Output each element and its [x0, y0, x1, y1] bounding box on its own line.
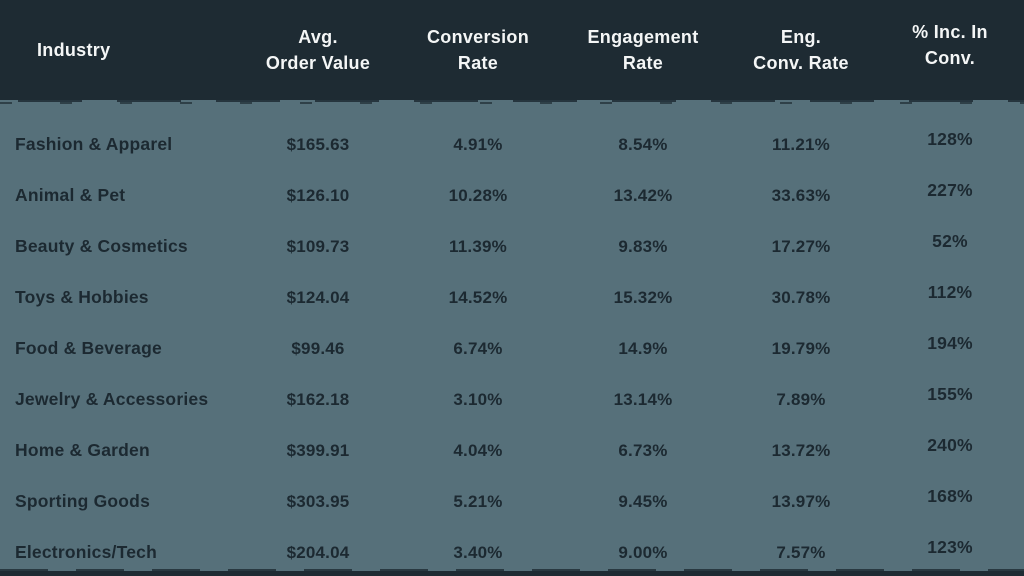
cell-conversion-rate: 10.28%: [448, 185, 508, 205]
cell-industry: Home & Garden: [15, 440, 150, 460]
cell-industry: Fashion & Apparel: [15, 134, 173, 154]
column-header-conversion-rate: Conversion Rate: [396, 24, 560, 76]
table-body: Fashion & Apparel $165.63 4.91% 8.54% 11…: [0, 100, 1024, 576]
table-row: Home & Garden $399.91 4.04% 6.73% 13.72%…: [0, 425, 1024, 476]
cell-pct-inc-in-conv: 155%: [927, 384, 973, 404]
cell-avg-order-value: $126.10: [286, 185, 350, 205]
table-row: Jewelry & Accessories $162.18 3.10% 13.1…: [0, 374, 1024, 425]
cell-conversion-rate: 4.91%: [453, 134, 503, 154]
cell-industry: Toys & Hobbies: [15, 287, 149, 307]
cell-engagement-rate: 9.45%: [618, 491, 668, 511]
cell-engagement-rate: 6.73%: [618, 440, 668, 460]
column-header-industry: Industry: [0, 37, 240, 63]
column-header-label: Order Value: [265, 53, 371, 73]
cell-pct-inc-in-conv: 52%: [932, 231, 968, 251]
cell-pct-inc-in-conv: 227%: [927, 180, 973, 200]
table-row: Electronics/Tech $204.04 3.40% 9.00% 7.5…: [0, 527, 1024, 576]
cell-pct-inc-in-conv: 123%: [927, 537, 973, 557]
cell-conversion-rate: 6.74%: [453, 338, 503, 358]
column-header-label: Eng.: [780, 27, 822, 47]
cell-eng-conv-rate: 30.78%: [771, 287, 831, 307]
cell-eng-conv-rate: 13.72%: [771, 440, 831, 460]
cell-avg-order-value: $99.46: [291, 338, 345, 358]
cell-avg-order-value: $204.04: [286, 542, 350, 562]
cell-pct-inc-in-conv: 128%: [927, 129, 973, 149]
bottom-border-strip: [0, 569, 1024, 576]
column-header-label: Industry: [37, 40, 111, 60]
cell-eng-conv-rate: 13.97%: [771, 491, 831, 511]
cell-pct-inc-in-conv: 240%: [927, 435, 973, 455]
column-header-label: Conv. Rate: [753, 53, 849, 73]
cell-avg-order-value: $399.91: [286, 440, 350, 460]
column-header-engagement-rate: Engagement Rate: [560, 24, 726, 76]
cell-engagement-rate: 9.00%: [618, 542, 668, 562]
cell-industry: Beauty & Cosmetics: [15, 236, 188, 256]
cell-industry: Electronics/Tech: [15, 542, 157, 562]
cell-engagement-rate: 8.54%: [618, 134, 668, 154]
column-header-label: Conversion: [426, 27, 530, 47]
table-row: Sporting Goods $303.95 5.21% 9.45% 13.97…: [0, 476, 1024, 527]
cell-conversion-rate: 11.39%: [449, 236, 507, 256]
cell-eng-conv-rate: 33.63%: [771, 185, 831, 205]
cell-avg-order-value: $162.18: [286, 389, 350, 409]
cell-eng-conv-rate: 7.89%: [776, 389, 826, 409]
column-header-pct-inc-in-conv: % Inc. In Conv.: [876, 19, 1024, 71]
cell-engagement-rate: 14.9%: [618, 338, 668, 358]
table-row: Food & Beverage $99.46 6.74% 14.9% 19.79…: [0, 323, 1024, 374]
column-header-label: Avg.: [298, 27, 338, 47]
cell-industry: Jewelry & Accessories: [15, 389, 209, 409]
cell-avg-order-value: $124.04: [286, 287, 350, 307]
column-header-label: Rate: [457, 53, 499, 73]
cell-avg-order-value: $165.63: [286, 134, 350, 154]
cell-conversion-rate: 3.40%: [453, 542, 503, 562]
cell-industry: Food & Beverage: [15, 338, 162, 358]
cell-engagement-rate: 13.42%: [613, 185, 673, 205]
cell-industry: Animal & Pet: [15, 185, 126, 205]
column-header-avg-order-value: Avg. Order Value: [240, 24, 396, 76]
column-header-label: Conv.: [924, 48, 976, 68]
cell-conversion-rate: 5.21%: [453, 491, 503, 511]
cell-pct-inc-in-conv: 112%: [927, 282, 973, 302]
cell-pct-inc-in-conv: 194%: [927, 333, 973, 353]
cell-industry: Sporting Goods: [15, 491, 151, 511]
column-header-label: Rate: [622, 53, 664, 73]
table-header-row: Industry Avg. Order Value Conversion Rat…: [0, 0, 1024, 100]
cell-engagement-rate: 15.32%: [613, 287, 673, 307]
column-header-eng-conv-rate: Eng. Conv. Rate: [726, 24, 876, 76]
table-row: Animal & Pet $126.10 10.28% 13.42% 33.63…: [0, 170, 1024, 221]
cell-conversion-rate: 4.04%: [453, 440, 503, 460]
table-row: Beauty & Cosmetics $109.73 11.39% 9.83% …: [0, 221, 1024, 272]
cell-avg-order-value: $303.95: [286, 491, 350, 511]
cell-engagement-rate: 13.14%: [613, 389, 673, 409]
cell-eng-conv-rate: 7.57%: [776, 542, 826, 562]
cell-eng-conv-rate: 19.79%: [771, 338, 831, 358]
cell-engagement-rate: 9.83%: [618, 236, 668, 256]
table-row: Fashion & Apparel $165.63 4.91% 8.54% 11…: [0, 119, 1024, 170]
column-header-label: % Inc. In: [912, 22, 988, 42]
table-row: Toys & Hobbies $124.04 14.52% 15.32% 30.…: [0, 272, 1024, 323]
cell-conversion-rate: 14.52%: [448, 287, 508, 307]
cell-eng-conv-rate: 11.21%: [772, 134, 830, 154]
column-header-label: Engagement: [587, 27, 699, 47]
cell-pct-inc-in-conv: 168%: [927, 486, 973, 506]
cell-eng-conv-rate: 17.27%: [771, 236, 831, 256]
cell-conversion-rate: 3.10%: [453, 389, 503, 409]
cell-avg-order-value: $109.73: [286, 236, 350, 256]
